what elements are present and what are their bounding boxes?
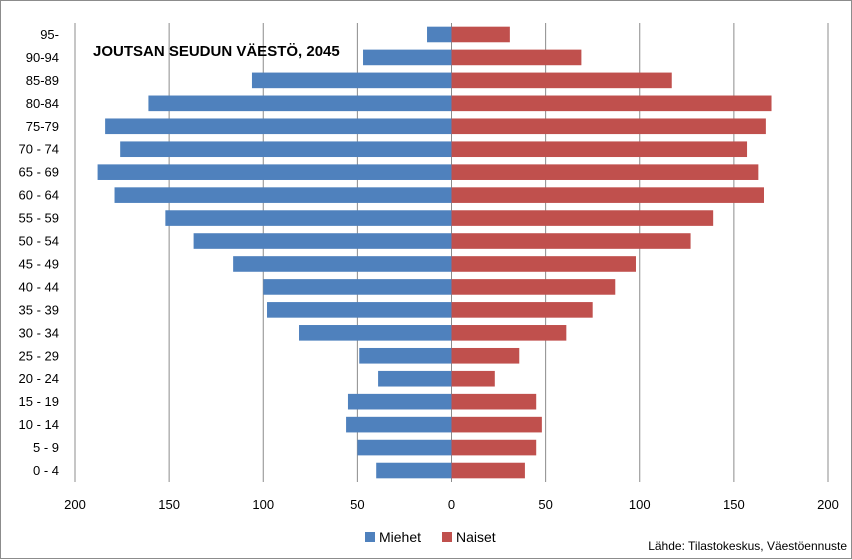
x-tick-label: 200: [817, 497, 839, 512]
bar-miehet: [346, 416, 452, 433]
category-label: 95-: [40, 27, 59, 42]
source-note: Lähde: Tilastokeskus, Väestöennuste: [648, 539, 847, 553]
category-label: 80-84: [26, 96, 59, 111]
bar-naiset: [451, 325, 567, 341]
x-tick-label: 150: [723, 497, 745, 512]
bar-miehet: [233, 256, 452, 272]
legend-swatch-naiset: [442, 532, 452, 542]
bar-miehet: [359, 347, 452, 364]
bar-naiset: [451, 164, 759, 180]
bar-miehet: [378, 370, 452, 387]
legend-label-miehet: Miehet: [379, 529, 421, 545]
category-label: 25 - 29: [19, 348, 59, 363]
bar-naiset: [451, 370, 495, 387]
bar-miehet: [165, 210, 452, 226]
bar-naiset: [451, 279, 616, 295]
bar-naiset: [451, 210, 714, 226]
x-tick-label: 50: [350, 497, 364, 512]
bar-miehet: [263, 279, 452, 295]
category-label: 45 - 49: [19, 256, 59, 271]
bar-miehet: [363, 49, 452, 66]
bar-miehet: [267, 302, 452, 318]
category-label: 65 - 69: [19, 165, 59, 180]
x-tick-label: 150: [158, 497, 180, 512]
x-tick-label: 100: [252, 497, 274, 512]
category-label: 60 - 64: [19, 188, 59, 203]
bar-naiset: [451, 72, 672, 89]
bar-naiset: [451, 347, 520, 364]
bar-naiset: [451, 416, 542, 433]
category-labels: 95- 90-94 85-89 80-84 75-79 70 - 74 65 - 69 60 …: [19, 27, 59, 478]
x-tick-labels: 200 150 100 50 0 50 100 150 200: [64, 497, 839, 512]
x-tick-label: 100: [629, 497, 651, 512]
category-label: 30 - 34: [19, 325, 59, 340]
x-tick-label: 200: [64, 497, 86, 512]
category-label: 20 - 24: [19, 371, 59, 386]
bar-miehet: [148, 95, 452, 112]
category-label: 50 - 54: [19, 234, 59, 249]
bar-miehet: [299, 325, 452, 341]
legend: Miehet Naiset: [365, 529, 496, 545]
category-label: 15 - 19: [19, 394, 59, 409]
category-label: 10 - 14: [19, 417, 59, 432]
bar-naiset: [451, 187, 764, 203]
category-label: 70 - 74: [19, 142, 59, 157]
category-label: 55 - 59: [19, 211, 59, 226]
bar-miehet: [97, 164, 452, 180]
bar-naiset: [451, 256, 636, 272]
category-label: 0 - 4: [33, 463, 59, 478]
legend-label-naiset: Naiset: [456, 529, 496, 545]
category-label: 40 - 44: [19, 279, 59, 294]
grid-lines: [74, 23, 829, 482]
bar-naiset: [451, 462, 525, 479]
bar-miehet: [120, 141, 452, 158]
bar-miehet: [347, 393, 452, 410]
bar-naiset: [451, 302, 593, 318]
bar-naiset: [451, 49, 582, 66]
bar-miehet: [376, 462, 452, 479]
bar-naiset: [451, 26, 510, 43]
chart-title: JOUTSAN SEUDUN VÄESTÖ, 2045: [93, 43, 340, 60]
x-tick-label: 0: [448, 497, 455, 512]
bar-naiset: [451, 141, 748, 158]
legend-swatch-miehet: [365, 532, 375, 542]
bar-miehet: [105, 118, 452, 135]
bar-miehet: [357, 439, 452, 456]
category-label: 85-89: [26, 73, 59, 88]
x-tick-label: 50: [538, 497, 552, 512]
bar-miehet: [193, 233, 452, 249]
category-label: 75-79: [26, 119, 59, 134]
bar-naiset: [451, 118, 766, 135]
category-label: 90-94: [26, 50, 59, 65]
bar-miehet: [251, 72, 452, 89]
bar-naiset: [451, 233, 691, 249]
bar-naiset: [451, 393, 537, 410]
category-label: 5 - 9: [33, 440, 59, 455]
bar-miehet: [114, 187, 452, 203]
category-label: 35 - 39: [19, 302, 59, 317]
bars: [97, 26, 772, 479]
bar-naiset: [451, 439, 537, 456]
bar-naiset: [451, 95, 772, 112]
bar-miehet: [427, 26, 452, 43]
